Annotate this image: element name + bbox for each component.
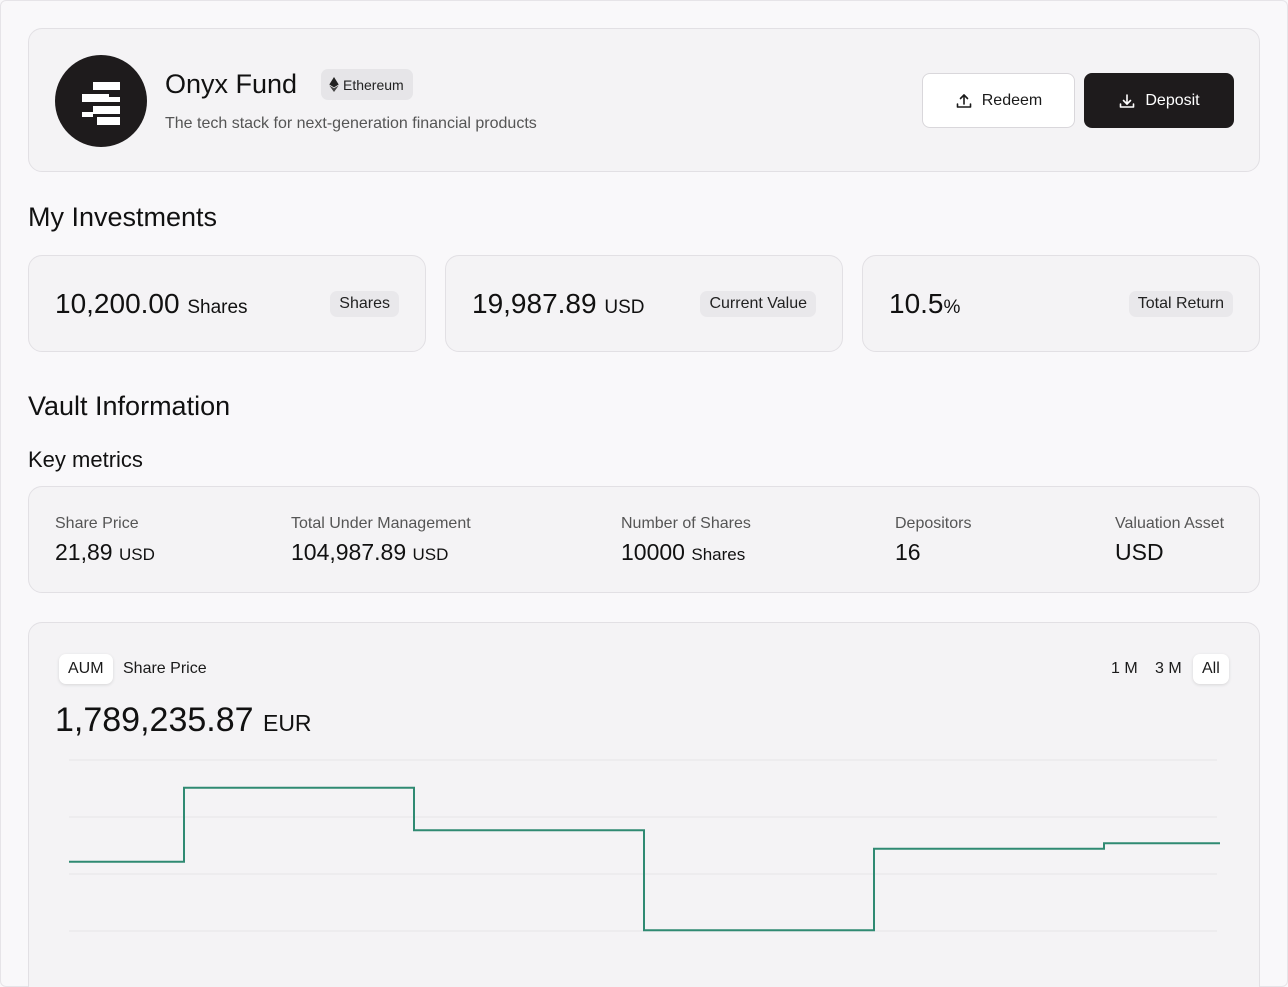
total-return-value: 10.5% — [889, 288, 961, 319]
redeem-button[interactable]: Redeem — [922, 73, 1075, 128]
key-metrics-title: Key metrics — [28, 447, 143, 472]
range-1m[interactable]: 1 M — [1111, 660, 1138, 677]
shares-value: 10,200.00 Shares — [55, 288, 248, 319]
aum-chart — [69, 759, 1220, 932]
fund-logo-icon — [55, 55, 147, 147]
ethereum-icon — [329, 77, 339, 92]
metric-total-under-management: Total Under Management 104,987.89 USD — [291, 515, 471, 565]
current-value: 19,987.89 USD — [472, 288, 645, 319]
aum-series-line — [69, 786, 1220, 932]
fund-name: Onyx Fund — [165, 69, 298, 99]
fund-header: Onyx Fund Ethereum The tech stack for ne… — [28, 28, 1260, 172]
current-value-tag: Current Value — [700, 291, 816, 317]
shares-tag: Shares — [330, 291, 399, 317]
chart-headline-value: 1,789,235.87 EUR — [55, 701, 312, 739]
chain-badge-label: Ethereum — [343, 76, 404, 93]
upload-icon — [956, 93, 972, 108]
redeem-label: Redeem — [981, 91, 1043, 109]
investments-title: My Investments — [28, 202, 218, 232]
deposit-button[interactable]: Deposit — [1084, 73, 1234, 128]
current-value-card: 19,987.89 USD Current Value — [445, 255, 843, 352]
chart-card: AUM Share Price 1 M 3 M All 1,789,235.87… — [28, 622, 1260, 987]
total-return-card: 10.5% Total Return — [862, 255, 1260, 352]
shares-card: 10,200.00 Shares Shares — [28, 255, 426, 352]
download-icon — [1120, 93, 1135, 108]
metric-share-price: Share Price 21,89 USD — [55, 515, 155, 565]
fund-description: The tech stack for next-generation finan… — [165, 115, 537, 132]
vault-title: Vault Information — [28, 391, 231, 421]
range-all[interactable]: All — [1193, 654, 1229, 684]
metric-valuation-asset: Valuation Asset USD — [1115, 515, 1225, 565]
chain-badge: Ethereum — [321, 69, 413, 100]
total-return-tag: Total Return — [1128, 291, 1233, 317]
deposit-label: Deposit — [1145, 91, 1200, 109]
tab-share-price[interactable]: Share Price — [123, 660, 207, 677]
tab-aum[interactable]: AUM — [59, 654, 113, 684]
metric-depositors: Depositors 16 — [895, 515, 972, 565]
metric-number-of-shares: Number of Shares 10000 Shares — [621, 515, 751, 565]
key-metrics-card: Share Price 21,89 USD Total Under Manage… — [28, 486, 1260, 593]
range-3m[interactable]: 3 M — [1155, 660, 1182, 677]
